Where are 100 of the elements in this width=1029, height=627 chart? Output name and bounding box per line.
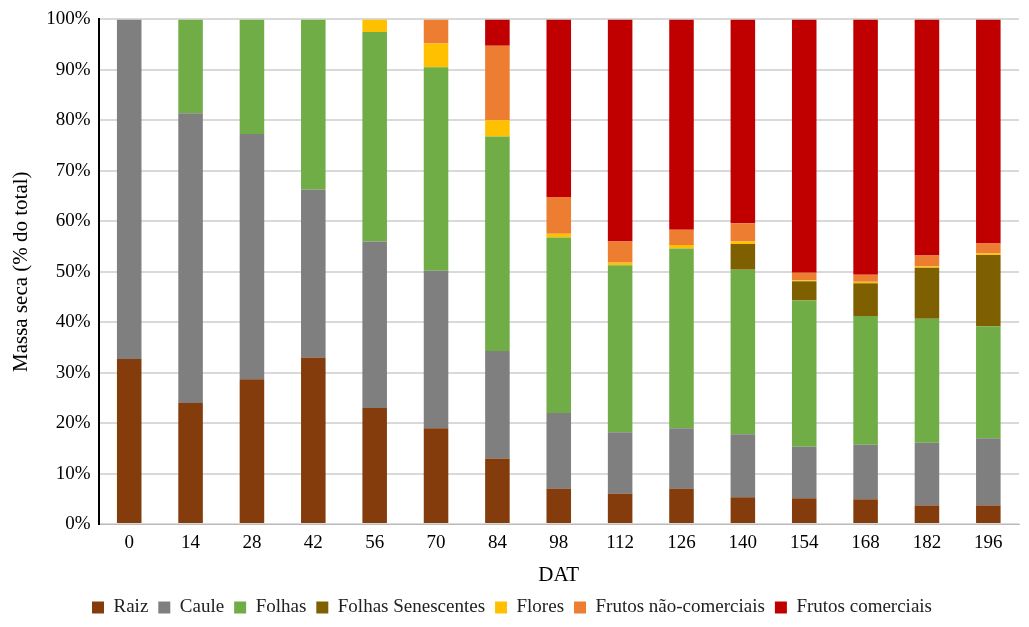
x-tick-label: 70 <box>426 531 446 553</box>
bar <box>485 458 510 523</box>
bar <box>178 402 203 523</box>
bar <box>178 19 203 114</box>
bar <box>607 432 633 494</box>
bar <box>853 283 878 317</box>
bar <box>730 434 756 498</box>
bar <box>914 267 940 319</box>
x-tick-label: 42 <box>303 531 323 553</box>
bar <box>791 19 817 273</box>
y-tick-label: 70% <box>55 158 91 180</box>
bar <box>178 113 203 403</box>
bar <box>362 241 387 408</box>
bar <box>607 19 633 242</box>
legend-label: Folhas <box>255 595 307 617</box>
bar <box>239 133 265 380</box>
x-tick-label: 56 <box>365 531 385 553</box>
bar <box>301 19 326 190</box>
bar <box>546 488 572 523</box>
bar <box>730 243 756 270</box>
y-tick-label: 90% <box>55 57 91 79</box>
bar <box>423 43 449 68</box>
x-tick-label: 182 <box>912 531 942 553</box>
bar <box>669 428 694 489</box>
x-tick-label: 168 <box>851 531 880 553</box>
bar <box>423 428 449 523</box>
bar <box>239 19 265 134</box>
y-tick-label: 60% <box>55 209 91 231</box>
bar <box>976 438 1001 506</box>
legend-label: Frutos não-comerciais <box>595 595 765 617</box>
bar <box>301 189 326 358</box>
y-tick-label: 50% <box>55 259 91 281</box>
bar <box>669 229 694 245</box>
bar <box>116 19 142 359</box>
bar <box>546 237 572 413</box>
y-tick-label: 40% <box>55 310 91 332</box>
bar <box>914 505 940 523</box>
bar <box>853 499 878 523</box>
y-axis-title: Massa seca (% do total) <box>8 171 33 372</box>
bar <box>914 19 940 256</box>
legend-label: Caule <box>179 595 225 617</box>
bar <box>791 281 817 301</box>
x-tick-label: 126 <box>667 531 696 553</box>
legend-label: Folhas Senescentes <box>337 595 486 617</box>
bar <box>730 223 756 242</box>
bar <box>791 446 817 499</box>
bar <box>116 359 142 523</box>
bar <box>976 505 1001 523</box>
x-tick-label: 140 <box>728 531 758 553</box>
bar <box>791 300 817 447</box>
bar <box>485 120 510 137</box>
bar <box>914 442 940 506</box>
bar <box>485 45 510 121</box>
y-tick-label: 10% <box>55 461 91 483</box>
y-tick-label: 20% <box>55 411 91 433</box>
bar <box>914 318 940 443</box>
bar <box>301 357 326 523</box>
bar <box>853 444 878 500</box>
x-tick-label: 28 <box>242 531 262 553</box>
bar <box>976 243 1001 254</box>
y-tick-label: 0% <box>65 511 91 533</box>
x-axis-title: DAT <box>538 561 580 586</box>
bar <box>730 497 756 523</box>
legend-label: Raiz <box>113 595 149 617</box>
bar <box>485 136 510 351</box>
y-tick-label: 100% <box>46 7 91 29</box>
bar <box>914 255 940 267</box>
bar <box>607 265 633 433</box>
legend-label: Flores <box>516 595 565 617</box>
bar <box>730 241 756 244</box>
bar <box>791 272 817 281</box>
x-tick-label: 154 <box>789 531 819 553</box>
x-tick-label: 112 <box>606 531 635 553</box>
x-tick-label: 196 <box>974 531 1003 553</box>
bar <box>423 19 449 44</box>
bar <box>362 407 387 523</box>
bar <box>546 197 572 234</box>
bar <box>976 326 1001 439</box>
bar <box>485 19 510 46</box>
bar <box>669 19 694 230</box>
bar <box>423 270 449 429</box>
bar <box>362 19 387 33</box>
legend-label: Frutos comerciais <box>796 595 932 617</box>
bar <box>730 269 756 435</box>
bar <box>362 32 387 242</box>
bar <box>239 379 265 523</box>
bar <box>791 498 817 523</box>
bar <box>853 274 878 282</box>
x-tick-label: 98 <box>549 531 569 553</box>
bar <box>546 19 572 198</box>
y-tick-label: 80% <box>55 108 91 130</box>
bar <box>853 19 878 275</box>
bar <box>607 493 633 523</box>
y-tick-label: 30% <box>55 360 91 382</box>
bar <box>669 248 694 429</box>
bar <box>485 350 510 459</box>
bar <box>546 412 572 489</box>
bar <box>730 19 756 224</box>
x-tick-label: 84 <box>487 531 508 553</box>
bar <box>976 19 1001 244</box>
